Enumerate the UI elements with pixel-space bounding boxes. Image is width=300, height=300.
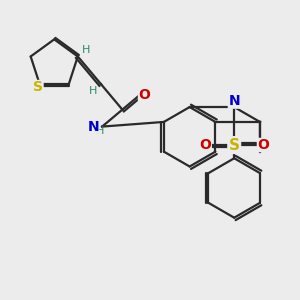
Text: O: O [138, 88, 150, 102]
Text: O: O [200, 138, 211, 152]
Text: N: N [228, 94, 240, 108]
Text: H: H [89, 86, 97, 96]
Text: O: O [257, 138, 269, 152]
Text: H: H [96, 126, 105, 136]
Text: S: S [33, 80, 43, 94]
Text: S: S [229, 137, 240, 152]
Text: N: N [87, 120, 99, 134]
Text: H: H [82, 44, 90, 55]
